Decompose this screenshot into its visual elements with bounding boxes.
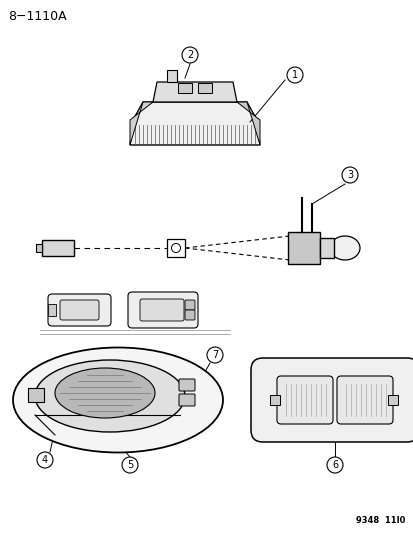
Text: 5: 5 — [126, 460, 133, 470]
FancyBboxPatch shape — [287, 232, 319, 264]
FancyBboxPatch shape — [178, 379, 195, 391]
FancyBboxPatch shape — [197, 83, 211, 93]
FancyBboxPatch shape — [319, 238, 333, 258]
FancyBboxPatch shape — [336, 376, 392, 424]
Circle shape — [122, 457, 138, 473]
FancyBboxPatch shape — [48, 294, 111, 326]
Circle shape — [182, 47, 197, 63]
Circle shape — [326, 457, 342, 473]
Circle shape — [286, 67, 302, 83]
FancyBboxPatch shape — [36, 244, 42, 252]
Ellipse shape — [329, 236, 359, 260]
Circle shape — [206, 347, 223, 363]
FancyBboxPatch shape — [140, 299, 183, 321]
Circle shape — [37, 452, 53, 468]
Ellipse shape — [13, 348, 223, 453]
FancyBboxPatch shape — [276, 376, 332, 424]
FancyBboxPatch shape — [60, 300, 99, 320]
Polygon shape — [153, 82, 236, 102]
Text: 2: 2 — [186, 50, 192, 60]
Text: 6: 6 — [331, 460, 337, 470]
FancyBboxPatch shape — [250, 358, 413, 442]
Ellipse shape — [35, 360, 185, 432]
Text: 1: 1 — [291, 70, 297, 80]
FancyBboxPatch shape — [269, 395, 279, 405]
Polygon shape — [130, 102, 259, 145]
FancyBboxPatch shape — [178, 83, 192, 93]
Polygon shape — [130, 102, 153, 145]
FancyBboxPatch shape — [387, 395, 397, 405]
Text: 3: 3 — [346, 170, 352, 180]
Text: 9348  11I0: 9348 11I0 — [355, 516, 404, 525]
Polygon shape — [166, 70, 177, 82]
FancyBboxPatch shape — [128, 292, 197, 328]
Circle shape — [341, 167, 357, 183]
FancyBboxPatch shape — [48, 304, 56, 316]
Ellipse shape — [55, 368, 154, 418]
FancyBboxPatch shape — [185, 310, 195, 320]
Polygon shape — [236, 102, 259, 145]
FancyBboxPatch shape — [28, 388, 44, 402]
FancyBboxPatch shape — [185, 300, 195, 310]
FancyBboxPatch shape — [178, 394, 195, 406]
Text: 7: 7 — [211, 350, 218, 360]
Text: 8−1110A: 8−1110A — [8, 10, 66, 23]
FancyBboxPatch shape — [42, 240, 74, 256]
Text: 4: 4 — [42, 455, 48, 465]
FancyBboxPatch shape — [166, 239, 185, 257]
